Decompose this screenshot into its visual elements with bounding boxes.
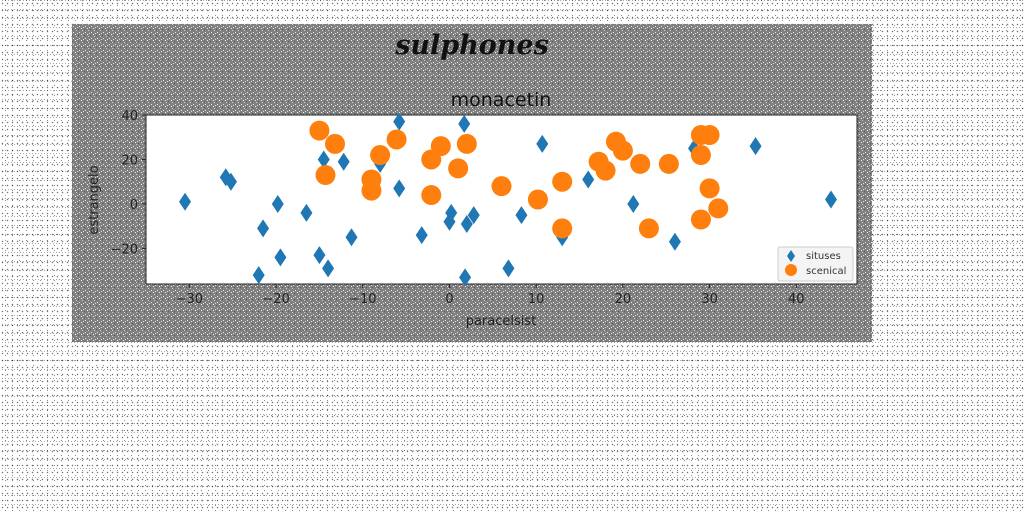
point-situses [445, 203, 458, 222]
point-scenical [552, 218, 573, 239]
point-situses [393, 179, 406, 198]
point-scenical [421, 185, 442, 206]
y-tick-label: 0 [130, 198, 138, 213]
point-situses [749, 137, 762, 156]
y-tick-label: 20 [121, 153, 138, 168]
legend-label-situses: situses [806, 251, 841, 262]
point-scenical [448, 158, 469, 179]
point-situses [313, 246, 326, 265]
point-situses [515, 206, 528, 225]
y-axis: −20 0 20 40 [111, 109, 146, 257]
point-situses [627, 194, 640, 213]
y-tick-label: 40 [121, 109, 138, 124]
point-scenical [309, 120, 330, 141]
point-scenical [699, 125, 720, 146]
point-situses [317, 150, 330, 169]
point-scenical [658, 153, 679, 174]
point-situses [271, 194, 284, 213]
point-situses [274, 248, 287, 267]
point-situses [824, 190, 837, 209]
point-situses [458, 114, 471, 133]
x-tick-label: 30 [701, 292, 718, 307]
x-tick-label: 10 [528, 292, 545, 307]
point-situses [345, 228, 358, 247]
point-situses [393, 112, 406, 131]
point-scenical [430, 136, 451, 157]
y-axis-label: estrangelo [87, 165, 102, 234]
point-situses [300, 203, 313, 222]
point-situses [582, 170, 595, 189]
figure-title: sulphones [394, 30, 549, 61]
point-scenical [638, 218, 659, 239]
point-situses [257, 219, 270, 238]
legend-box [777, 246, 854, 282]
point-situses [502, 259, 515, 278]
point-scenical [708, 198, 729, 219]
point-situses [459, 268, 472, 287]
point-scenical [690, 145, 711, 166]
point-scenical [370, 145, 391, 166]
point-scenical [456, 133, 477, 154]
point-situses [668, 232, 681, 251]
point-scenical [361, 180, 382, 201]
chart-title: monacetin [451, 89, 552, 111]
plot-area [145, 114, 858, 285]
x-tick-label: 20 [615, 292, 632, 307]
x-tick-label: 40 [788, 292, 805, 307]
point-scenical [630, 153, 651, 174]
series-situses [179, 112, 837, 287]
point-situses [252, 266, 265, 285]
legend-diamond-icon [787, 250, 795, 262]
legend-circle-icon [785, 264, 797, 276]
point-situses [536, 134, 549, 153]
point-situses [224, 172, 237, 191]
point-scenical [595, 160, 616, 181]
x-tick-label: 0 [445, 292, 453, 307]
point-scenical [612, 140, 633, 161]
point-scenical [527, 189, 548, 210]
point-situses [467, 206, 480, 225]
legend-label-scenical: scenical [806, 266, 846, 277]
point-scenical [552, 171, 573, 192]
point-scenical [386, 129, 407, 150]
point-scenical [325, 133, 346, 154]
point-scenical [491, 176, 512, 197]
x-tick-label: −10 [349, 292, 376, 307]
point-situses [322, 259, 335, 278]
point-scenical [690, 209, 711, 230]
point-situses [415, 226, 428, 245]
series-layer [179, 112, 837, 287]
y-tick-label: −20 [111, 242, 138, 257]
x-axis: −30 −20 −10 0 10 20 30 40 [176, 284, 805, 307]
x-tick-label: −30 [176, 292, 203, 307]
legend: situses scenical [777, 246, 854, 282]
point-situses [460, 214, 473, 233]
x-tick-label: −20 [262, 292, 289, 307]
point-situses [179, 192, 192, 211]
point-scenical [699, 178, 720, 199]
point-situses [337, 152, 350, 171]
point-scenical [315, 165, 336, 186]
x-axis-label: paracelsist [466, 314, 537, 329]
series-scenical [309, 120, 729, 239]
